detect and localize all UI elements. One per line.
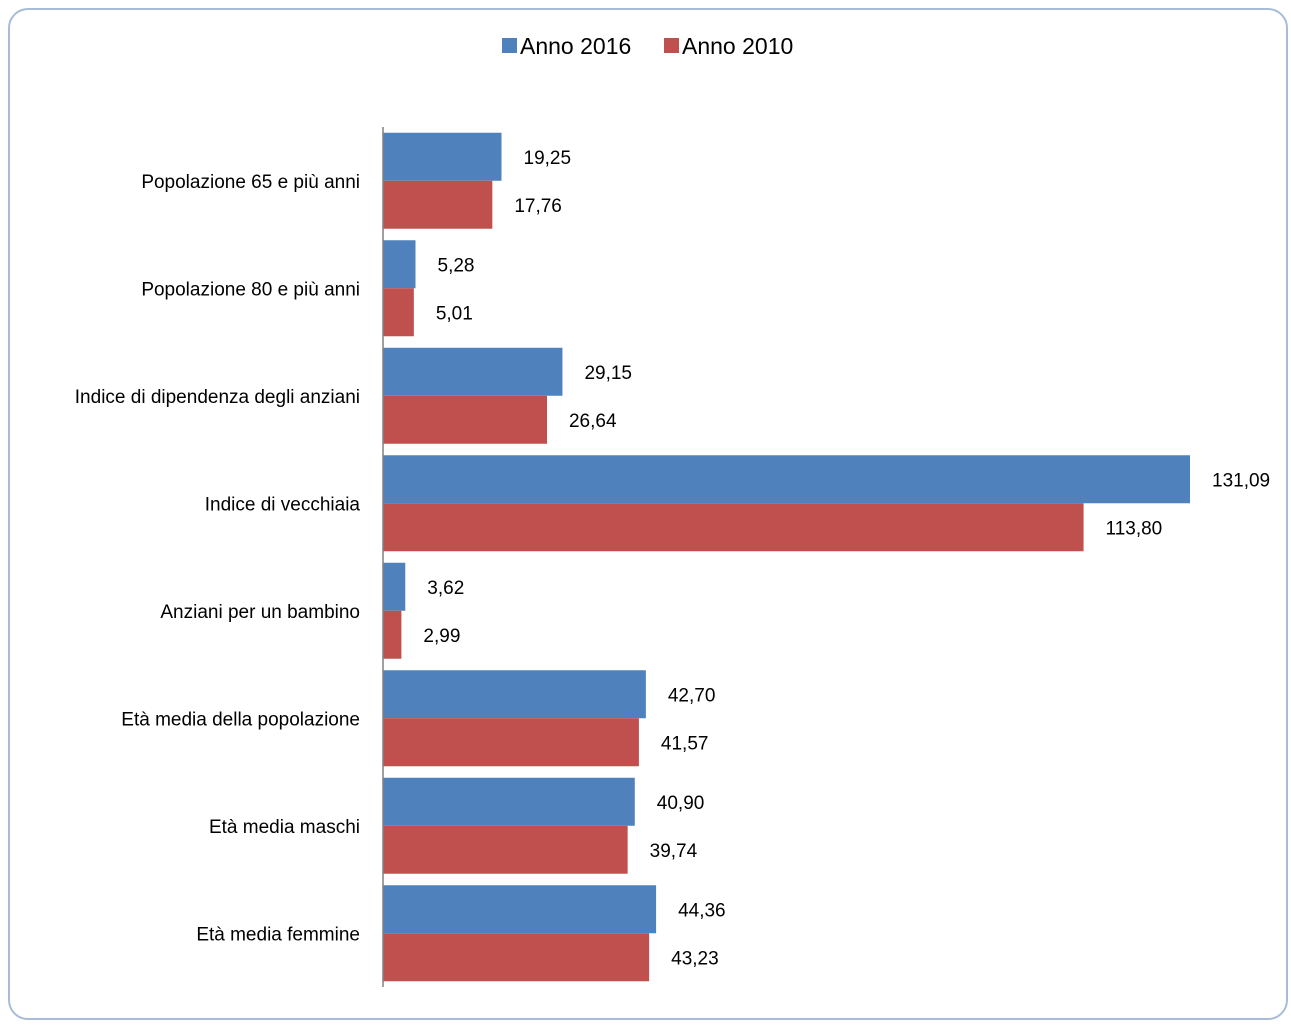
legend-swatch: [502, 38, 517, 53]
data-label: 26,64: [569, 411, 617, 432]
data-label: 39,74: [650, 841, 698, 862]
bar-2016: [383, 885, 657, 934]
data-label: 131,09: [1212, 470, 1270, 491]
bar-2010: [383, 395, 547, 444]
legend: Anno 2016 Anno 2010: [502, 33, 793, 59]
category-label: Età media femmine: [196, 924, 360, 945]
category-label: Indice di dipendenza degli anziani: [75, 387, 360, 408]
bar-2016: [383, 455, 1190, 504]
legend-swatch: [664, 38, 679, 53]
data-label: 44,36: [678, 900, 726, 921]
data-label: 19,25: [524, 148, 572, 169]
category-label: Popolazione 80 e più anni: [141, 279, 360, 300]
data-label: 42,70: [668, 685, 716, 706]
bar-2010: [383, 180, 493, 229]
legend-label: Anno 2016: [520, 33, 631, 59]
data-label: 43,23: [671, 948, 719, 969]
category-label: Età media della popolazione: [121, 709, 360, 730]
data-label: 17,76: [514, 196, 562, 217]
bar-2016: [383, 240, 416, 289]
data-label: 113,80: [1106, 518, 1163, 539]
value-labels-group: 19,25 17,76 5,28 5,01 29,15 26,64 131,09 113,80…: [423, 148, 1270, 970]
bar-2010: [383, 288, 414, 337]
bars-group: [383, 132, 1190, 982]
bar-2010: [383, 718, 639, 767]
bar-2010: [383, 933, 650, 982]
bar-2016: [383, 132, 502, 181]
bar-2010: [383, 503, 1084, 552]
data-label: 2,99: [423, 626, 460, 647]
category-label: Anziani per un bambino: [160, 602, 360, 623]
category-labels-group: Popolazione 65 e più anni Popolazione 80 …: [75, 172, 361, 946]
data-label: 5,28: [438, 255, 475, 276]
data-label: 29,15: [584, 363, 632, 384]
legend-label: Anno 2010: [682, 33, 793, 59]
data-label: 5,01: [436, 303, 473, 324]
bar-2010: [383, 610, 402, 659]
data-label: 40,90: [657, 793, 705, 814]
bar-2016: [383, 777, 635, 826]
bar-2010: [383, 825, 628, 874]
bar-2016: [383, 347, 563, 396]
data-label: 3,62: [427, 578, 464, 599]
category-label: Età media maschi: [209, 817, 360, 838]
bar-2016: [383, 562, 406, 611]
bar-2016: [383, 670, 646, 719]
category-label: Popolazione 65 e più anni: [141, 172, 360, 193]
category-label: Indice di vecchiaia: [205, 494, 361, 515]
data-label: 41,57: [661, 733, 709, 754]
